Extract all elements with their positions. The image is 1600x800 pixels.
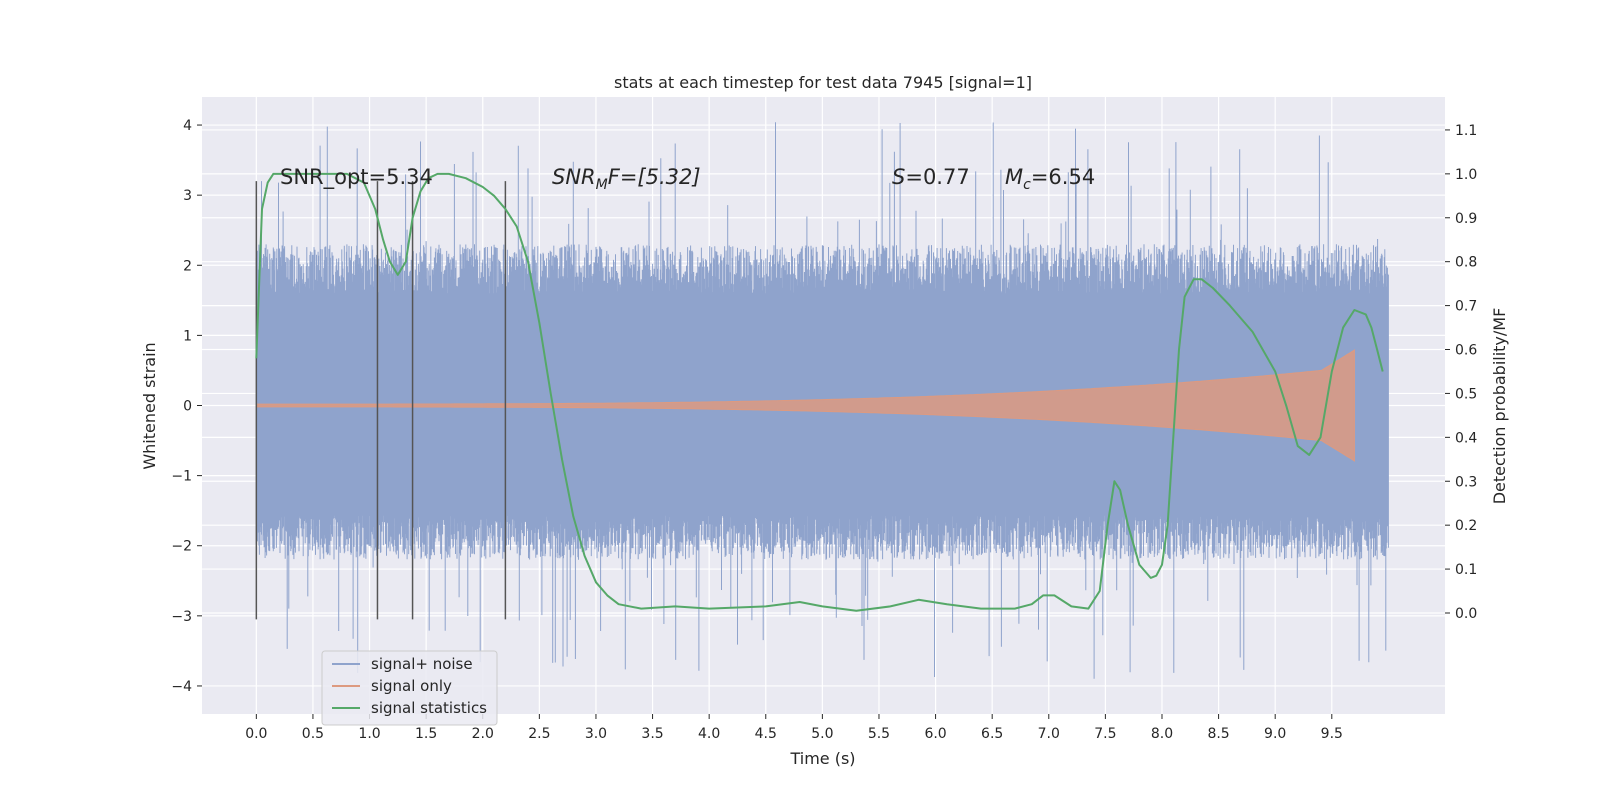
x-tick-19: 9.5 xyxy=(1321,726,1343,742)
legend-box xyxy=(321,650,498,726)
y-tick-4: 0 xyxy=(183,399,192,415)
y2-tick-4: 0.7 xyxy=(1455,299,1477,315)
x-tick-4: 2.0 xyxy=(472,726,494,742)
x-axis-label: Time (s) xyxy=(789,749,855,768)
x-tick-13: 6.5 xyxy=(981,726,1003,742)
signal-only-series xyxy=(255,349,1355,462)
s-value: =0.77 xyxy=(905,165,969,189)
vertical-markers xyxy=(255,181,507,620)
y-axis-label: Whitened strain xyxy=(140,342,159,469)
annotation-mc: Mc=6.54 xyxy=(1005,165,1095,193)
legend-label-statistics: signal statistics xyxy=(371,699,487,717)
x-tick-8: 4.0 xyxy=(698,726,720,742)
x-tick-17: 8.5 xyxy=(1207,726,1229,742)
y2-tick-11: 0.0 xyxy=(1455,606,1477,622)
s-var: S xyxy=(892,165,905,189)
x-tick-14: 7.0 xyxy=(1038,726,1060,742)
y2-tick-10: 0.1 xyxy=(1455,562,1477,578)
y-tick-7: −3 xyxy=(171,609,192,625)
x-tick-3: 1.5 xyxy=(415,726,437,742)
snr-mf-subscript: M xyxy=(596,177,608,193)
x-tick-6: 3.0 xyxy=(585,726,607,742)
signal-only-envelope xyxy=(255,349,1355,462)
x-tick-0: 0.0 xyxy=(245,726,267,742)
legend-label-noise: signal+ noise xyxy=(371,655,473,673)
y-tick-8: −4 xyxy=(171,679,192,695)
x-tick-7: 3.5 xyxy=(641,726,663,742)
y2-tick-2: 0.9 xyxy=(1455,211,1477,227)
annotation-s: S=0.77 xyxy=(892,165,970,189)
y2-tick-6: 0.5 xyxy=(1455,386,1477,402)
annotation-snr-opt: SNR_opt=5.34 xyxy=(280,165,433,190)
y2-tick-labels: 1.1 1.0 0.9 0.8 0.7 0.6 0.5 0.4 0.3 0.2 0.1 0.0 xyxy=(1445,123,1477,622)
y2-tick-3: 0.8 xyxy=(1455,255,1477,271)
chart-title: stats at each timestep for test data 794… xyxy=(614,73,1032,92)
y2-tick-9: 0.2 xyxy=(1455,518,1477,534)
annotation-snr-mf: SNRMF=[5.32] xyxy=(552,165,701,193)
x-tick-11: 5.5 xyxy=(868,726,890,742)
y2-tick-0: 1.1 xyxy=(1455,123,1477,139)
y2-tick-7: 0.4 xyxy=(1455,430,1477,446)
x-tick-5: 2.5 xyxy=(528,726,550,742)
x-tick-labels: 0.0 0.5 1.0 1.5 2.0 2.5 3.0 3.5 4.0 4.5 5.0 5.5 6.0 6… xyxy=(245,714,1343,742)
y-tick-1: 3 xyxy=(183,188,192,204)
y-tick-3: 1 xyxy=(183,328,192,344)
x-tick-12: 6.0 xyxy=(924,726,946,742)
y-tick-labels: 4 3 2 1 0 −1 −2 −3 −4 xyxy=(171,118,202,695)
y2-tick-5: 0.6 xyxy=(1455,343,1477,359)
statistics-line xyxy=(255,172,1384,612)
x-tick-1: 0.5 xyxy=(302,726,324,742)
y2-tick-1: 1.0 xyxy=(1455,167,1477,183)
mc-subscript: c xyxy=(1023,177,1031,193)
snr-mf-value: F=[5.32] xyxy=(608,165,701,189)
y-tick-6: −2 xyxy=(171,539,192,555)
x-tick-15: 7.5 xyxy=(1094,726,1116,742)
legend: signal+ noise signal only signal statist… xyxy=(321,650,498,726)
y-tick-2: 2 xyxy=(183,258,192,274)
mc-var: M xyxy=(1005,165,1023,189)
snr-mf-var: SNR xyxy=(552,165,596,189)
y2-axis-label: Detection probability/MF xyxy=(1490,308,1509,505)
y2-tick-8: 0.3 xyxy=(1455,474,1477,490)
y-tick-0: 4 xyxy=(183,118,192,134)
x-tick-9: 4.5 xyxy=(755,726,777,742)
mc-value: =6.54 xyxy=(1031,165,1095,189)
legend-label-signal-only: signal only xyxy=(371,677,452,695)
y-tick-5: −1 xyxy=(171,469,192,485)
x-tick-2: 1.0 xyxy=(358,726,380,742)
statistics-series xyxy=(255,172,1384,612)
x-tick-10: 5.0 xyxy=(811,726,833,742)
x-tick-16: 8.0 xyxy=(1151,726,1173,742)
x-tick-18: 9.0 xyxy=(1264,726,1286,742)
